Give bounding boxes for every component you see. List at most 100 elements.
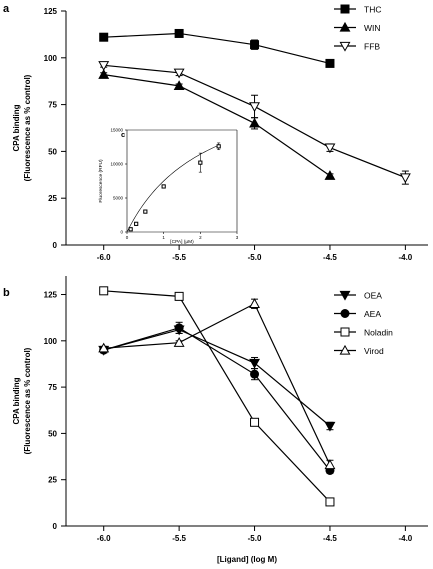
y-axis-label-line: CPA binding bbox=[12, 377, 21, 424]
x-tick-label: -4.5 bbox=[323, 253, 337, 262]
y-tick-label: 100 bbox=[44, 337, 58, 346]
y-tick-label: 0 bbox=[53, 522, 58, 531]
y-tick-label: 125 bbox=[44, 7, 58, 16]
x-tick-label: -5.5 bbox=[172, 253, 186, 262]
y-axis-label-line: (Fluorescence as % control) bbox=[23, 347, 32, 454]
panel-label: a bbox=[3, 3, 10, 15]
data-point bbox=[324, 421, 336, 432]
x-tick-label: -5.5 bbox=[172, 534, 186, 543]
y-tick-label: 75 bbox=[48, 383, 57, 392]
y-axis-label-line: Fluorescence (RFU) bbox=[98, 159, 104, 203]
y-tick-label: 25 bbox=[48, 194, 57, 203]
data-point bbox=[250, 369, 260, 379]
series-virod bbox=[98, 298, 336, 471]
x-tick-label: -4.5 bbox=[323, 534, 337, 543]
data-point bbox=[161, 184, 166, 189]
x-axis-label: [Ligand] (log M) bbox=[217, 555, 277, 564]
series-win bbox=[98, 69, 336, 180]
data-point bbox=[324, 459, 336, 470]
data-point bbox=[173, 80, 185, 91]
data-point bbox=[325, 497, 335, 507]
legend-marker bbox=[340, 4, 350, 14]
series-noladin bbox=[99, 286, 335, 507]
legend-marker bbox=[339, 290, 351, 301]
x-tick-label: -6.0 bbox=[97, 253, 111, 262]
series-line bbox=[103, 290, 331, 503]
series-ffb bbox=[98, 61, 411, 185]
y-tick-label: 10000 bbox=[110, 162, 123, 167]
data-point bbox=[216, 144, 221, 149]
panel-label: c bbox=[121, 130, 125, 139]
data-point bbox=[174, 291, 184, 301]
series-line bbox=[103, 329, 331, 427]
x-tick-label: -5.0 bbox=[248, 534, 262, 543]
data-point bbox=[249, 358, 260, 369]
data-point bbox=[99, 32, 109, 42]
x-axis-label: [CPA] (μM) bbox=[170, 239, 194, 245]
panel-label: b bbox=[3, 287, 10, 299]
y-tick-label: 125 bbox=[44, 291, 58, 300]
data-point bbox=[249, 117, 260, 128]
legend-label: FFB bbox=[364, 42, 380, 52]
legend-marker bbox=[340, 309, 350, 318]
legend-label: AEA bbox=[364, 309, 381, 319]
x-tick-label: -4.0 bbox=[398, 253, 412, 262]
y-axis-label-line: (Fluorescence as % control) bbox=[23, 74, 32, 181]
series-thc bbox=[99, 28, 335, 68]
legend-marker bbox=[340, 327, 350, 337]
legend-marker bbox=[339, 21, 351, 32]
data-point bbox=[250, 417, 260, 427]
fit-curve bbox=[126, 144, 219, 233]
data-point bbox=[198, 160, 203, 165]
legend-marker bbox=[339, 41, 351, 52]
series-oea bbox=[98, 325, 336, 432]
data-point bbox=[249, 102, 260, 113]
legend-label: WIN bbox=[364, 23, 381, 33]
data-point bbox=[249, 298, 260, 308]
legend-label: Noladin bbox=[364, 328, 393, 338]
y-tick-label: 0 bbox=[120, 230, 123, 235]
y-tick-label: 15000 bbox=[110, 128, 123, 133]
legend-marker bbox=[339, 344, 351, 355]
data-point bbox=[325, 58, 335, 68]
data-point bbox=[324, 170, 336, 180]
legend-label: OEA bbox=[364, 291, 382, 301]
y-tick-label: 75 bbox=[48, 101, 57, 110]
data-point bbox=[143, 209, 148, 214]
legend-label: Virod bbox=[364, 346, 384, 356]
data-point bbox=[98, 69, 110, 79]
x-tick-label: 2 bbox=[199, 235, 202, 240]
x-tick-label: 0 bbox=[126, 235, 129, 240]
y-tick-label: 0 bbox=[53, 241, 58, 250]
data-point bbox=[98, 342, 110, 353]
y-tick-label: 100 bbox=[44, 54, 58, 63]
series-line bbox=[103, 302, 331, 466]
data-point bbox=[173, 337, 185, 347]
x-tick-label: -5.0 bbox=[248, 253, 262, 262]
series-line bbox=[103, 32, 331, 64]
x-tick-label: -4.0 bbox=[398, 534, 412, 543]
y-axis-label-line: CPA binding bbox=[12, 104, 21, 151]
series-line bbox=[103, 327, 331, 471]
y-tick-label: 5000 bbox=[113, 196, 124, 201]
x-tick-label: 3 bbox=[236, 235, 239, 240]
data-point bbox=[174, 28, 184, 38]
panel-b: -6.0 -5.5 -5.0 -4.5 -4.0 0 25 50 75 100 125 OEA AEA N… bbox=[3, 276, 428, 564]
data-point bbox=[99, 286, 109, 296]
series-0 bbox=[126, 142, 221, 233]
data-point bbox=[128, 227, 133, 232]
y-tick-label: 50 bbox=[48, 429, 57, 438]
x-tick-label: -6.0 bbox=[97, 534, 111, 543]
y-tick-label: 50 bbox=[48, 147, 57, 156]
data-point bbox=[250, 40, 260, 50]
x-tick-label: 1 bbox=[162, 235, 165, 240]
data-point bbox=[174, 323, 184, 333]
data-point bbox=[173, 68, 185, 79]
data-point bbox=[98, 61, 110, 71]
legend-label: THC bbox=[364, 5, 381, 15]
data-point bbox=[324, 143, 336, 154]
y-tick-label: 25 bbox=[48, 476, 57, 485]
series-line bbox=[103, 74, 331, 177]
